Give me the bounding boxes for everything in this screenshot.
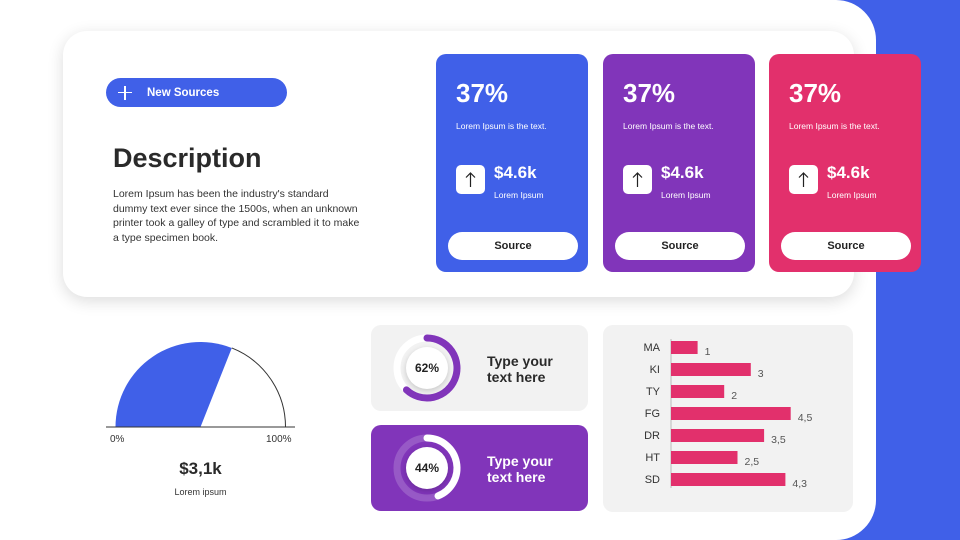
bar-fg	[671, 407, 791, 420]
gauge-min-label: 0%	[110, 434, 125, 445]
source-button[interactable]: Source	[781, 232, 911, 260]
stat-subtitle: Lorem Ipsum is the text.	[789, 121, 880, 131]
source-button[interactable]: Source	[615, 232, 745, 260]
bar-value-label: 3,5	[771, 434, 786, 446]
gauge-caption: Lorem ipsum	[174, 487, 227, 497]
ring-caption: Type your text here	[487, 453, 553, 485]
ring-caption-line2: text here	[487, 369, 546, 385]
bar-category-label: TY	[646, 386, 661, 398]
stat-subtitle: Lorem Ipsum is the text.	[456, 121, 547, 131]
bar-ki	[671, 363, 751, 376]
ring-caption: Type your text here	[487, 353, 553, 385]
stat-percent: 37%	[456, 78, 509, 108]
bar-category-label: MA	[644, 342, 661, 354]
ring-chart	[393, 434, 461, 502]
bar-category-label: HT	[645, 452, 660, 464]
ring-chart	[393, 334, 461, 402]
stat-value: $4.6k	[661, 163, 704, 182]
arrow-up-icon	[789, 165, 818, 194]
bar-value-label: 1	[705, 346, 711, 358]
bar-ty	[671, 385, 725, 398]
new-sources-label: New Sources	[147, 86, 220, 99]
gauge-outline-arc	[231, 347, 286, 428]
source-button[interactable]: Source	[448, 232, 578, 260]
bar-chart-card: MA 1 KI 3 TY 2 FG 4,5 DR 3,5 HT 2,5 SD 4,3	[603, 325, 853, 512]
page-title: Description	[113, 143, 262, 173]
bar-value-label: 4,3	[792, 478, 807, 490]
bar-sd	[671, 473, 786, 486]
bar-category-label: SD	[645, 474, 660, 486]
ring-card-44: 44% Type your text here	[371, 425, 588, 511]
plus-icon	[118, 85, 132, 100]
bar-ma	[671, 341, 698, 354]
gauge-max-label: 100%	[266, 434, 292, 445]
stat-card-blue: 37% Lorem Ipsum is the text. $4.6k Lorem…	[436, 54, 588, 272]
bar-value-label: 3	[758, 368, 764, 380]
gauge-value: $3,1k	[179, 459, 222, 478]
bar-value-label: 2,5	[745, 456, 760, 468]
stat-percent: 37%	[623, 78, 676, 108]
stat-value: $4.6k	[494, 163, 537, 182]
bar-value-label: 4,5	[798, 412, 813, 424]
ring-percent: 44%	[406, 447, 448, 489]
gauge-chart	[106, 342, 295, 428]
stat-percent: 37%	[789, 78, 842, 108]
ring-caption-line2: text here	[487, 469, 546, 485]
bar-ht	[671, 451, 738, 464]
ring-progress-arc	[423, 434, 461, 500]
bar-category-label: FG	[645, 408, 660, 420]
description-text: Lorem Ipsum has been the industry's stan…	[113, 188, 360, 244]
stat-value-caption: Lorem Ipsum	[827, 190, 877, 200]
bar-dr	[671, 429, 765, 442]
stat-card-purple: 37% Lorem Ipsum is the text. $4.6k Lorem…	[603, 54, 755, 272]
arrow-up-icon	[623, 165, 652, 194]
stat-value-caption: Lorem Ipsum	[661, 190, 711, 200]
bar-value-label: 2	[731, 390, 737, 402]
stat-value: $4.6k	[827, 163, 870, 182]
ring-percent: 62%	[406, 347, 448, 389]
ring-caption-line1: Type your	[487, 453, 553, 469]
ring-card-62: 62% Type your text here	[371, 325, 588, 411]
new-sources-button[interactable]: New Sources	[106, 78, 287, 107]
stat-subtitle: Lorem Ipsum is the text.	[623, 121, 714, 131]
arrow-up-icon	[456, 165, 485, 194]
bar-category-label: DR	[644, 430, 660, 442]
bar-category-label: KI	[650, 364, 660, 376]
ring-progress-arc	[402, 334, 461, 402]
stat-card-pink: 37% Lorem Ipsum is the text. $4.6k Lorem…	[769, 54, 921, 272]
stat-value-caption: Lorem Ipsum	[494, 190, 544, 200]
ring-caption-line1: Type your	[487, 353, 553, 369]
bar-chart: MA 1 KI 3 TY 2 FG 4,5 DR 3,5 HT 2,5 SD 4,3	[644, 339, 813, 490]
gauge-fill-wedge	[115, 342, 232, 427]
